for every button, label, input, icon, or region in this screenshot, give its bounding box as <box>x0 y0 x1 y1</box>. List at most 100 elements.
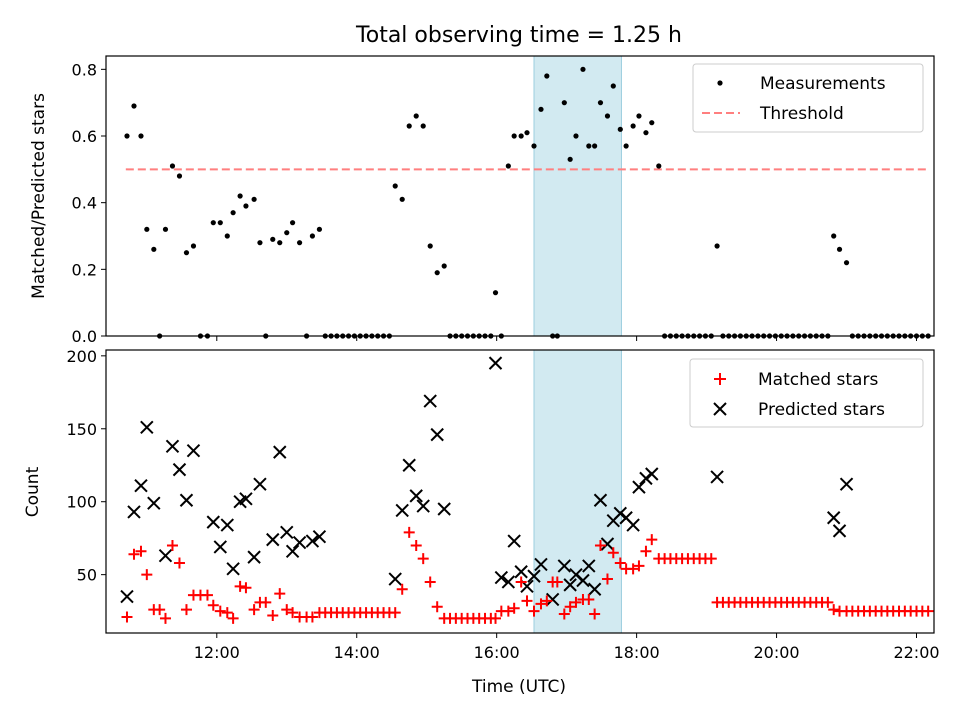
matched-point <box>607 547 619 559</box>
matched-point <box>551 576 563 588</box>
matched-point <box>424 576 436 588</box>
top-plot-frame <box>105 55 935 337</box>
top-highlight-span <box>533 55 622 337</box>
measurement-point <box>617 126 623 132</box>
predicted-point <box>273 445 287 459</box>
x-tick-label: 22:00 <box>893 643 939 662</box>
predicted-point <box>423 394 437 408</box>
measurement-point <box>406 123 412 129</box>
matched-point <box>535 598 547 610</box>
predicted-point <box>165 439 180 453</box>
matched-point <box>490 612 502 624</box>
predicted-point <box>239 492 253 506</box>
matched-point <box>234 580 246 592</box>
bottom-y-tick-label: 50 <box>77 566 97 585</box>
predicted-point <box>437 502 451 516</box>
bottom-y-tick-label: 200 <box>66 347 97 366</box>
predicted-point <box>527 569 541 583</box>
measurement-point <box>586 143 592 149</box>
matched-point <box>594 539 606 551</box>
predicted-point <box>134 478 148 493</box>
predicted-point <box>186 443 201 458</box>
measurement-point <box>392 183 398 189</box>
matched-point <box>281 604 293 616</box>
matched-point <box>640 545 652 557</box>
predicted-point <box>140 420 154 435</box>
matched-point <box>274 588 286 600</box>
measurement-point <box>131 103 137 109</box>
measurement-point <box>538 106 544 112</box>
measurement-point <box>251 196 257 202</box>
matched-point <box>570 596 582 608</box>
predicted-point <box>285 544 300 559</box>
measurement-point <box>623 143 629 149</box>
predicted-point <box>639 471 653 486</box>
x-tick-label: 18:00 <box>614 643 660 662</box>
matched-point <box>417 553 429 565</box>
legend-measurements-label: Measurements <box>760 74 886 94</box>
measurement-point <box>277 240 283 246</box>
measurement-point <box>524 130 530 136</box>
matched-point <box>922 605 934 617</box>
measurement-point <box>124 133 130 139</box>
measurement-point <box>316 226 323 232</box>
measurement-point <box>289 220 296 226</box>
measurement-point <box>831 233 837 239</box>
predicted-point <box>587 582 602 596</box>
predicted-point <box>179 493 194 507</box>
bottom-legend-box <box>689 358 924 428</box>
matched-point <box>201 589 213 601</box>
measurement-point <box>176 173 183 179</box>
bottom-highlight-span <box>533 349 622 634</box>
top-y-tick-label: 0.2 <box>72 260 97 279</box>
measurement-point <box>636 113 642 119</box>
matched-point <box>173 557 185 569</box>
top-panel: 0.00.20.40.60.8 Matched/Predicted stars … <box>29 55 935 346</box>
matched-point <box>627 563 639 575</box>
predicted-point <box>430 427 444 442</box>
top-y-tick-label: 0.0 <box>72 327 97 346</box>
predicted-point <box>402 458 416 472</box>
chart-title: Total observing time = 1.25 h <box>355 23 682 48</box>
measurement-point <box>531 143 537 149</box>
matched-point <box>221 607 233 619</box>
matched-point <box>403 526 415 538</box>
measurement-point <box>592 143 598 149</box>
matched-point <box>207 599 219 611</box>
matched-point <box>389 607 401 619</box>
legend-measurements-marker <box>717 80 723 86</box>
x-axis-label: Time (UTC) <box>471 677 566 697</box>
matched-point <box>508 602 520 614</box>
legend-matched-marker <box>714 373 726 385</box>
measurement-point <box>630 123 636 129</box>
matched-point <box>515 576 527 588</box>
measurement-point <box>714 243 720 249</box>
matched-point <box>705 553 717 565</box>
measurement-point <box>296 240 303 246</box>
predicted-point <box>120 589 134 604</box>
measurement-point <box>580 66 586 72</box>
bottom-y-ticks: 50 100 150 200 <box>66 347 106 585</box>
measurement-point <box>257 240 263 246</box>
matched-point <box>410 539 422 551</box>
matched-point <box>558 608 570 620</box>
measurement-point <box>399 196 405 202</box>
matched-point <box>166 539 178 551</box>
measurement-point <box>270 236 276 242</box>
legend-matched-label: Matched stars <box>758 370 878 390</box>
matched-point <box>214 605 226 617</box>
matched-point <box>248 604 260 616</box>
measurement-point <box>210 220 216 226</box>
top-legend-box <box>692 63 924 133</box>
measurement-point <box>434 270 440 276</box>
predicted-point <box>514 565 528 579</box>
predicted-point <box>220 518 234 532</box>
predicted-point <box>158 548 173 563</box>
matched-point <box>528 605 540 617</box>
measurement-point <box>544 73 550 79</box>
measurement-point <box>237 193 243 199</box>
bottom-y-axis-label: Count <box>23 466 43 517</box>
measurement-point <box>505 163 511 169</box>
matched-point <box>267 609 279 621</box>
matched-point <box>431 601 443 613</box>
